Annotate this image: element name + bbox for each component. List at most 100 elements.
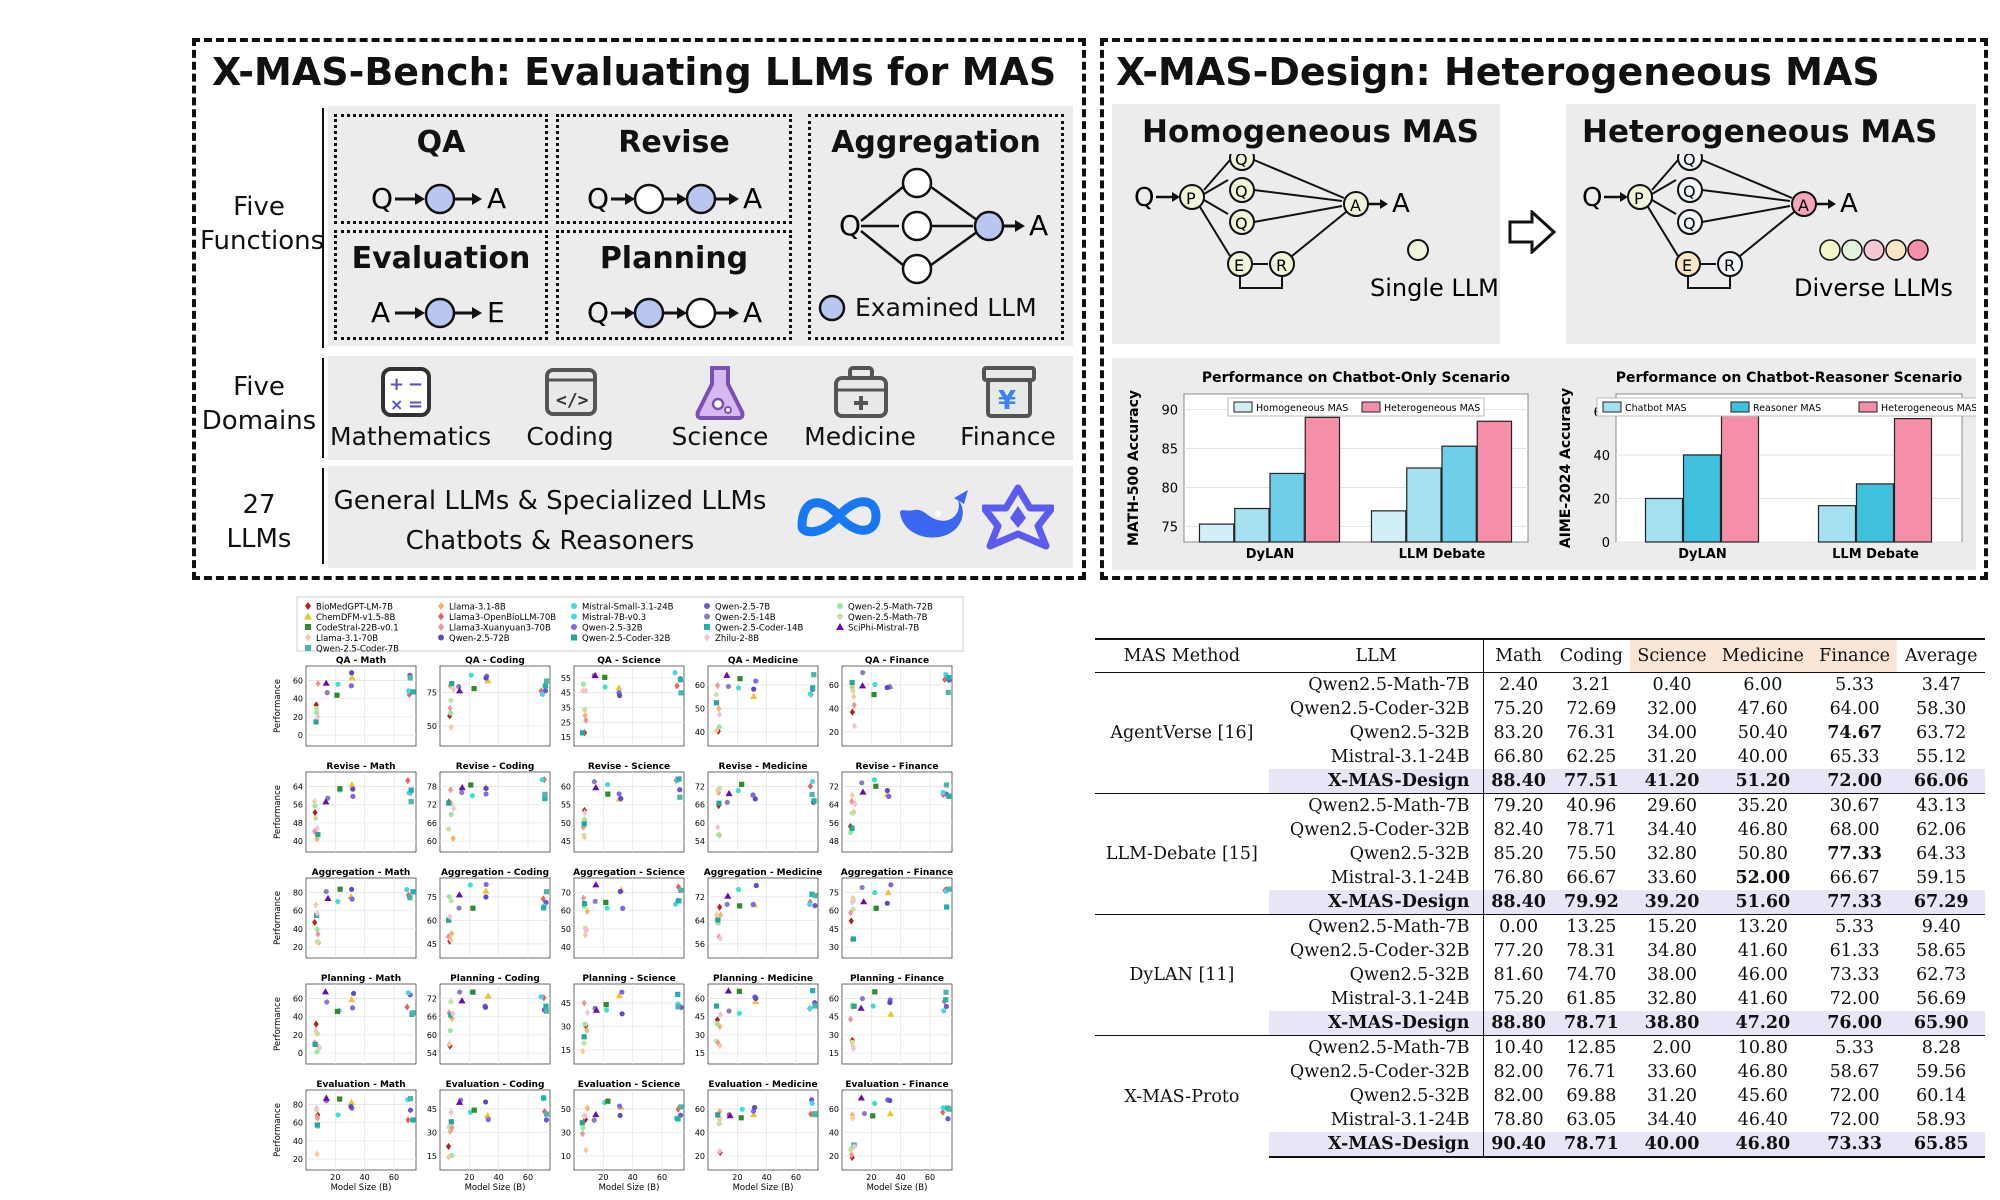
scatter-point: [313, 1104, 320, 1112]
y-tick-label: 15: [561, 733, 571, 742]
llm-cell: Mistral-3.1-24B: [1268, 866, 1485, 890]
bench-title: X-MAS-Bench: Evaluating LLMs for MAS: [212, 50, 1057, 94]
scatter-point: [485, 1117, 491, 1123]
scatter-point: [542, 795, 548, 802]
value-cell: 46.80: [1737, 820, 1788, 840]
y-tick-label: 56: [293, 801, 303, 810]
method-cell: X-MAS-Proto: [1095, 1035, 1269, 1157]
y-tick-label: 75: [427, 689, 437, 698]
value-cell: 6.00: [1713, 672, 1812, 697]
value-cell: 5.33: [1811, 914, 1898, 939]
scatter-point: [886, 1110, 894, 1117]
scatter-point: [716, 705, 722, 713]
scatter-point: [448, 697, 454, 703]
scatter-point: [348, 683, 355, 689]
scatter-point: [943, 782, 950, 788]
scatter-point: [446, 826, 452, 832]
x-tick-label: 40: [628, 1173, 638, 1182]
x-axis-label: Model Size (B): [733, 1183, 794, 1192]
scatter-point: [349, 1005, 356, 1011]
scatter-point: [602, 674, 608, 680]
scatter-point: [591, 671, 599, 679]
legend-box: [1596, 397, 1976, 417]
legend-marker: [305, 633, 311, 642]
value-cell: 66.06: [1897, 769, 1985, 794]
scatter-point: [736, 1010, 742, 1016]
value-cell: 35.20: [1713, 793, 1812, 818]
scatter-point: [676, 776, 682, 782]
scatter-point: [582, 931, 588, 939]
legend-marker: [571, 624, 577, 630]
examined-llm-label: Examined LLM: [855, 293, 1037, 322]
scatter-point: [675, 1116, 681, 1122]
scatter-point: [809, 891, 815, 897]
scatter-point: [726, 1008, 732, 1014]
y-tick-label: 70: [561, 889, 571, 898]
y-tick-label: 60: [829, 1105, 839, 1114]
legend-marker: [704, 633, 710, 642]
value-cell: 85.20: [1493, 844, 1544, 864]
table-row: Qwen2.5-32B 83.20 76.31 34.00 50.40 74.67 63.7…: [1095, 721, 1985, 745]
x-axis-label: Model Size (B): [599, 1183, 660, 1192]
value-cell: 76.31: [1566, 723, 1617, 743]
scatter-point: [482, 1004, 489, 1010]
subplot-frame: [439, 665, 551, 747]
col-science: Science: [1630, 638, 1714, 673]
scatter-point: [349, 670, 355, 676]
value-cell: 75.20: [1493, 989, 1544, 1009]
subplot-title: Evaluation - Math: [316, 1080, 405, 1090]
value-cell: 78.71: [1552, 1011, 1631, 1036]
legend-marker: [305, 645, 311, 651]
col-method: MAS Method: [1095, 638, 1269, 673]
scatter-point: [483, 881, 489, 888]
scatter-point: [448, 999, 454, 1005]
domain-mathematics-label: Mathematics: [330, 422, 492, 451]
subplot-title: Evaluation - Finance: [845, 1080, 948, 1090]
value-cell: 46.80: [1737, 1062, 1788, 1082]
y-tick-label: 40: [829, 704, 839, 713]
homo-panel: Homogeneous MAS Q P Q Q Q E R A A Single…: [1112, 104, 1500, 344]
scatter-point: [449, 1124, 455, 1132]
y-tick-label: 10: [561, 1152, 571, 1161]
value-cell: 43.13: [1897, 793, 1985, 818]
value-cell: 68.00: [1829, 820, 1880, 840]
subplot-title: Revise - Science: [588, 762, 670, 772]
scatter-point: [581, 821, 587, 827]
scatter-point: [446, 1040, 453, 1048]
legend-marker: [704, 603, 710, 609]
homo-graph: Q P Q Q Q E R A A Single LLM: [1134, 154, 1499, 302]
legend-swatch: [1858, 401, 1878, 413]
legend-marker: [438, 623, 444, 631]
scatter-point: [324, 999, 330, 1005]
col-coding: Coding: [1552, 638, 1631, 673]
value-cell: 72.00: [1829, 1086, 1880, 1106]
y-tick-label: 45: [561, 999, 571, 1008]
legend-swatch: [1602, 401, 1622, 413]
scatter-point: [870, 1003, 876, 1009]
scatter-point: [809, 1100, 815, 1106]
value-cell: 61.85: [1566, 989, 1617, 1009]
scatter-point: [312, 803, 318, 809]
scatter-point: [620, 905, 626, 911]
calculator-icon: + − × =: [381, 367, 431, 417]
value-cell: 74.70: [1566, 965, 1617, 985]
y-tick-label: 20: [293, 943, 303, 952]
scatter-point: [716, 800, 722, 806]
scatter-point: [323, 888, 329, 895]
legend-entry: Qwen-2.5-Math-72B: [848, 603, 933, 613]
value-cell: 0.00: [1483, 914, 1553, 939]
scatter-point: [852, 800, 858, 808]
scatter-point: [850, 894, 856, 902]
y-tick-label: 54: [695, 837, 705, 846]
scatter-point: [483, 791, 489, 797]
y-tick-label: 45: [427, 1105, 437, 1114]
scatter-point: [713, 1003, 720, 1009]
divider-3: [322, 468, 324, 564]
y-tick-label: 64: [695, 916, 705, 925]
scatter-point: [315, 831, 321, 838]
scatter-point: [410, 1010, 416, 1016]
llms-label-line1: 27: [242, 490, 276, 520]
scatter-point: [753, 882, 759, 889]
scatter-point: [314, 926, 320, 932]
scatter-point: [446, 1153, 452, 1161]
